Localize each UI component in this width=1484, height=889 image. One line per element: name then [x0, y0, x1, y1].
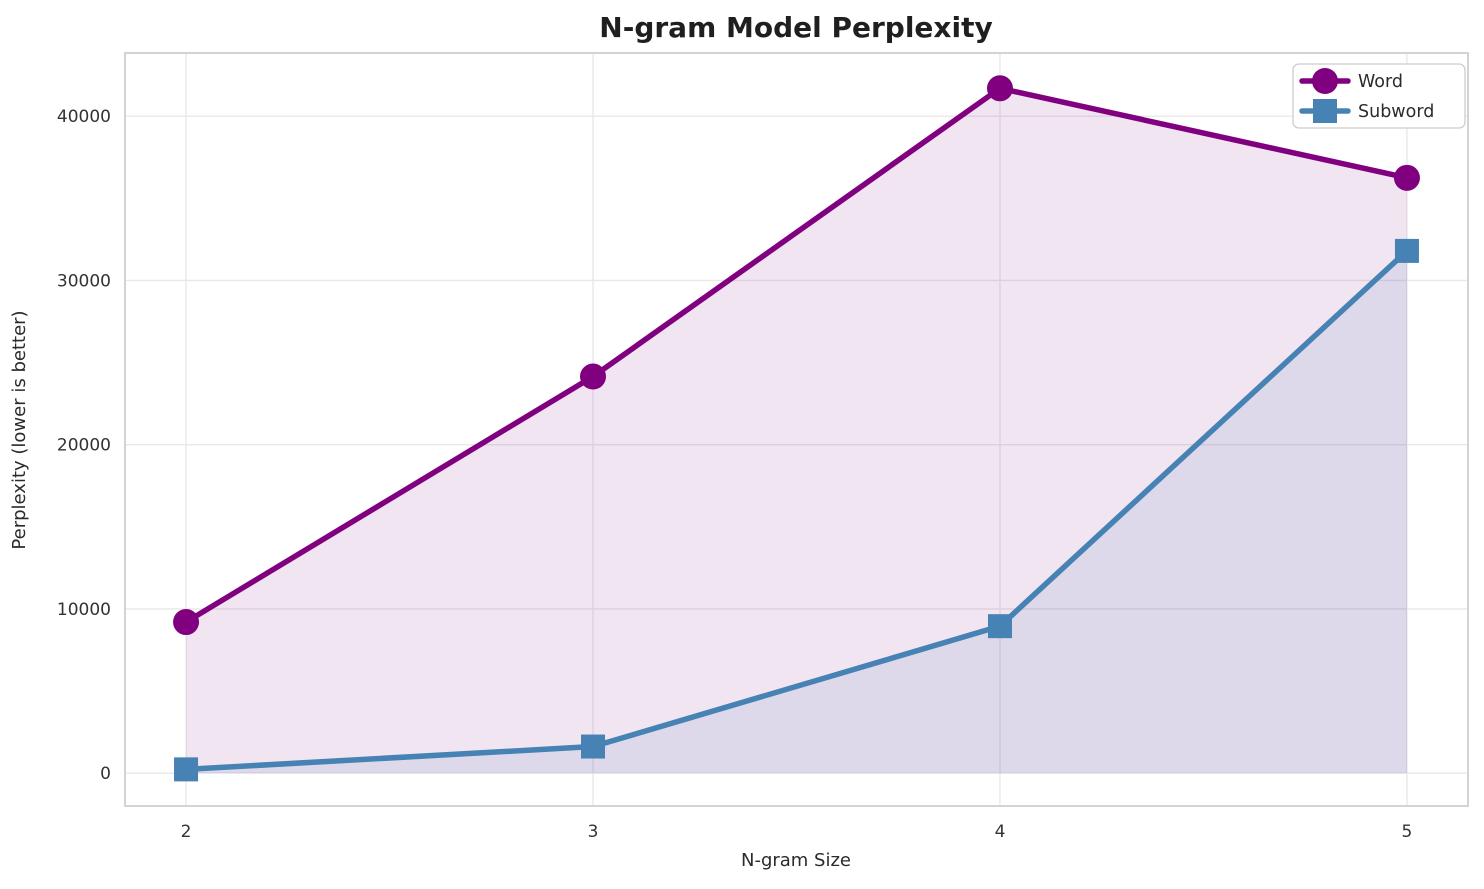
- legend-marker-subword: [1313, 99, 1337, 123]
- data-point-word: [580, 363, 607, 390]
- data-point-subword: [174, 757, 199, 782]
- grid-lines: [125, 53, 1468, 806]
- plot-area-border: [124, 52, 1469, 807]
- series-line-subword: [183, 248, 1410, 773]
- data-point-subword: [987, 614, 1012, 639]
- x-tick-label: 4: [995, 822, 1006, 842]
- x-axis-label: N-gram Size: [741, 850, 851, 871]
- x-tick-label: 5: [1402, 822, 1413, 842]
- legend-label-subword: Subword: [1358, 102, 1434, 122]
- x-tick-label: 2: [181, 822, 192, 842]
- area-fills: [186, 88, 1407, 774]
- x-axis-tick-labels: 2 3 4 5: [181, 822, 1413, 842]
- legend-label-word: Word: [1358, 72, 1403, 92]
- legend: Word Subword: [1292, 63, 1466, 129]
- data-point-subword: [1394, 238, 1419, 263]
- y-axis-label: Perplexity (lower is better): [9, 310, 30, 549]
- series-line-word: [183, 85, 1410, 625]
- y-tick-label: 30000: [57, 271, 111, 291]
- y-tick-label: 0: [100, 764, 111, 784]
- chart-title: N-gram Model Perplexity: [599, 11, 992, 44]
- data-point-word: [1393, 164, 1420, 191]
- series-lines: [183, 85, 1410, 773]
- area-fill-subword: [186, 250, 1407, 774]
- data-point-subword: [581, 734, 606, 759]
- data-point-word: [986, 75, 1013, 102]
- area-fill-word: [186, 88, 1407, 774]
- y-tick-label: 40000: [57, 107, 111, 127]
- y-tick-label: 10000: [57, 600, 111, 620]
- data-point-word: [173, 609, 200, 636]
- data-point-markers: [173, 75, 1420, 782]
- y-axis-tick-labels: 0 10000 20000 30000 40000: [57, 107, 111, 784]
- y-tick-label: 20000: [57, 436, 111, 456]
- x-tick-label: 3: [588, 822, 599, 842]
- legend-marker-word: [1312, 68, 1338, 94]
